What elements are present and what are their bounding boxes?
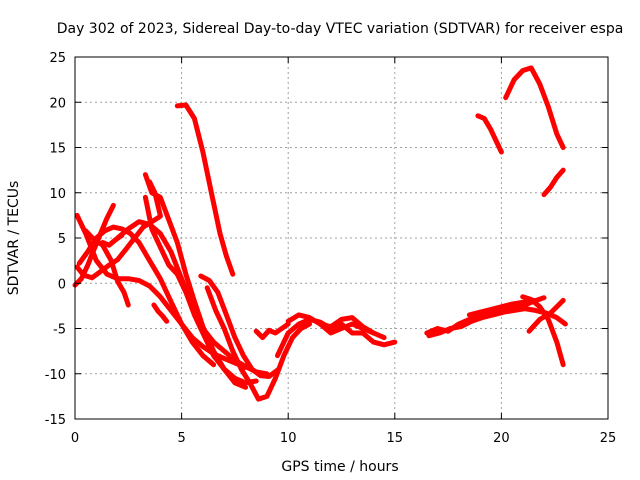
x-tick-label: 10 <box>280 431 297 446</box>
series-arc-10 <box>147 179 163 218</box>
series-layer <box>72 65 568 402</box>
series-arc-13 <box>198 273 280 379</box>
series-arc-24 <box>520 294 566 368</box>
tick-layer: 0 5 10 15 20 25 -15 -10 -5 0 5 10 15 20 25 <box>45 51 617 446</box>
series-arc-21 <box>466 297 536 318</box>
y-tick-label: -15 <box>45 413 66 428</box>
chart-title: Day 302 of 2023, Sidereal Day-to-day VTE… <box>57 21 624 37</box>
series-arc-22 <box>475 113 504 155</box>
series-arc-23 <box>503 65 566 150</box>
series-arc-12 <box>174 102 236 277</box>
series-arc-5 <box>83 228 131 308</box>
series-arc-18 <box>317 321 376 336</box>
y-tick-label: 20 <box>49 96 66 111</box>
y-tick-label: -5 <box>53 323 66 338</box>
x-tick-label: 20 <box>493 431 510 446</box>
y-tick-label: 25 <box>49 51 66 66</box>
series-arc-9 <box>142 194 259 386</box>
x-tick-label: 25 <box>600 431 617 446</box>
series-arc-14 <box>204 285 312 402</box>
x-axis-label: GPS time / hours <box>281 459 398 475</box>
y-axis-label: SDTVAR / TECUs <box>6 181 22 296</box>
x-tick-label: 0 <box>71 431 79 446</box>
series-arc-26 <box>541 167 566 198</box>
y-tick-label: 10 <box>49 187 66 202</box>
y-tick-label: 5 <box>58 232 66 247</box>
y-tick-label: 0 <box>58 277 66 292</box>
series-arc-15 <box>253 321 291 341</box>
series-arc-11 <box>151 302 170 324</box>
series-arc-3 <box>72 202 116 288</box>
x-tick-label: 5 <box>177 431 185 446</box>
x-tick-label: 15 <box>387 431 404 446</box>
series-arc-25 <box>526 297 566 334</box>
series-arc-16 <box>275 316 398 359</box>
y-tick-label: 15 <box>49 142 66 157</box>
y-tick-label: -10 <box>45 368 66 383</box>
